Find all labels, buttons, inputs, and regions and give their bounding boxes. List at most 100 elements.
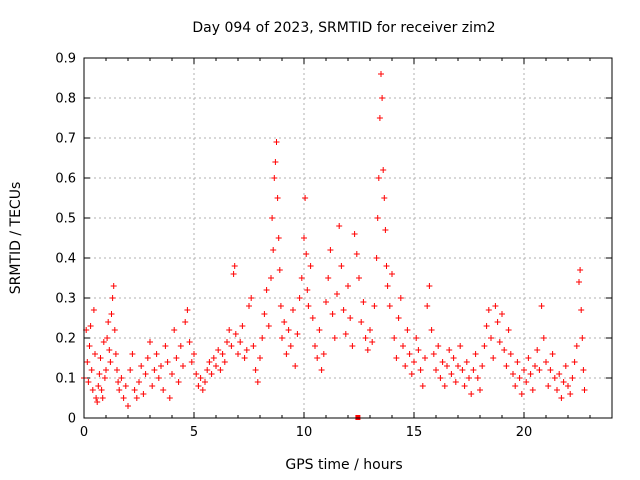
data-point [510,371,516,377]
data-point [404,327,411,333]
data-point [538,303,545,309]
data-point [276,267,283,273]
data-point [448,371,455,377]
data-point [444,363,450,369]
data-point [206,359,213,365]
data-point [490,355,497,361]
plot-frame [83,57,613,419]
data-point [298,275,305,281]
data-point [532,363,538,369]
data-point [89,387,96,393]
data-point [463,359,470,365]
data-point [367,327,373,333]
data-point [374,215,381,221]
data-point [268,275,274,281]
data-point [389,271,395,277]
data-point [110,283,117,289]
data-point [85,379,92,385]
data-point [90,307,97,313]
data-point [573,343,580,349]
data-point [408,371,415,377]
data-point [494,319,501,325]
data-point [474,375,481,381]
data-point [188,359,195,365]
data-point [579,335,586,341]
data-point [287,343,294,349]
data-point [569,375,576,381]
data-point [173,355,180,361]
data-point [312,343,318,349]
x-tick-labels: 0 5 10 15 20 [80,425,532,440]
data-point [217,367,224,373]
data-point [197,375,204,381]
data-point [149,383,156,389]
data-point [545,383,552,389]
data-point [415,347,422,353]
data-point [424,303,431,309]
data-point [580,367,587,373]
data-point [560,379,567,385]
data-point [336,223,343,229]
data-point [283,351,290,357]
data-point [175,379,182,385]
data-point [356,275,362,281]
data-point [97,355,104,361]
data-point [567,391,574,397]
data-point [516,375,523,381]
data-point [459,367,466,373]
axis-ticks [83,57,613,419]
x-tick-label: 10 [296,425,313,440]
data-point [503,363,510,369]
data-point [325,275,332,281]
data-point [118,375,125,381]
data-point [84,359,91,365]
data-point [441,383,448,389]
data-point [129,351,136,357]
data-point [92,351,98,357]
data-point [111,327,118,333]
data-point [334,291,340,297]
data-point [481,343,488,349]
data-point [153,351,160,357]
data-point [430,351,437,357]
data-point [378,71,384,77]
data-point [450,355,457,361]
data-point [340,307,347,313]
data-point [565,383,571,389]
data-point [349,343,356,349]
data-point [323,299,329,305]
data-point [382,227,389,233]
data-point [231,263,238,269]
data-point [191,351,197,357]
y-tick-label: 0.2 [55,332,76,347]
data-point [578,307,585,313]
data-point [184,307,191,313]
data-point [439,359,446,365]
data-point [529,387,536,393]
data-point [307,263,314,269]
data-point [169,371,175,377]
x-axis-label: GPS time / hours [285,457,402,473]
data-point [272,159,279,165]
data-point [338,263,345,269]
data-point [466,375,472,381]
y-axis-label: SRMTID / TECUs [8,182,24,295]
data-point [411,359,417,365]
data-point [144,355,151,361]
data-point [186,339,193,345]
data-point [224,339,230,345]
data-point [492,303,499,309]
data-point [468,391,475,397]
data-point [362,335,369,341]
data-point [452,379,459,385]
data-point [455,363,461,369]
data-point [277,303,284,309]
data-point [151,367,158,373]
y-tick-label: 0.6 [55,172,76,187]
data-point [413,335,420,341]
data-point [279,335,285,341]
data-point [381,195,388,201]
data-point [360,299,367,305]
data-point [375,175,382,181]
data-point [261,311,268,317]
